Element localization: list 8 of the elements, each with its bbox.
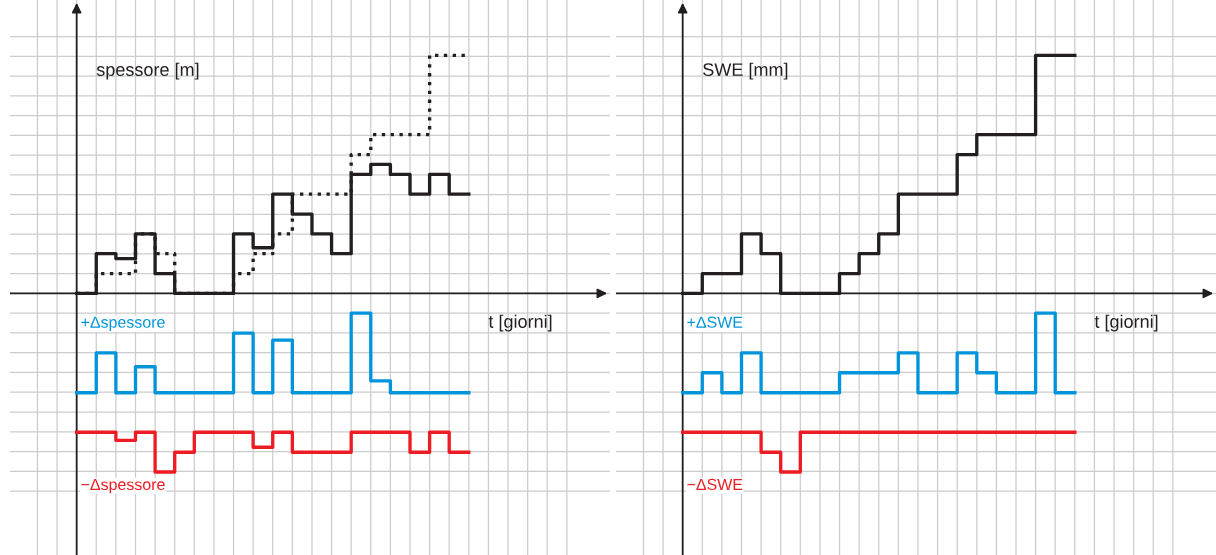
text: −ΔSWE	[687, 478, 743, 491]
series-label: +Δspessore	[81, 316, 165, 331]
y-axis-title: spessore [m]	[96, 62, 199, 80]
series-label: +ΔSWE	[687, 316, 743, 328]
x-axis-title: t [giorni]	[1094, 314, 1158, 332]
x-axis-title: t [giorni]	[488, 314, 552, 332]
series-label: −Δspessore	[81, 478, 165, 494]
y-axis-title: SWE [mm]	[703, 62, 788, 80]
